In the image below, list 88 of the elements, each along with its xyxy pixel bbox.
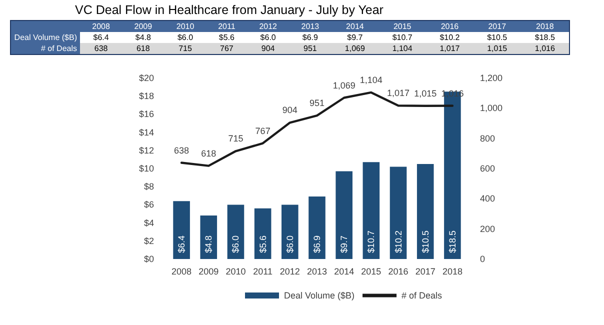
y-tick-label: $16 — [138, 109, 154, 120]
data-label: $6.0 — [284, 235, 295, 253]
x-tick-label: 2013 — [306, 266, 328, 276]
text: 951 — [304, 44, 317, 53]
y2-tick-label: 600 — [480, 164, 496, 174]
y-tick-label: $12 — [138, 145, 154, 156]
data-label: 1,015 — [414, 88, 437, 98]
text: $5.6 — [218, 33, 234, 42]
data-label: $10.2 — [393, 230, 404, 253]
y-tick-label: $6 — [144, 200, 154, 210]
text: 1,069 — [344, 44, 365, 53]
text: 1,015 — [487, 44, 508, 53]
y2-tick-label: 800 — [480, 133, 496, 144]
y-tick-label: $10 — [138, 164, 154, 174]
y-tick-label: $4 — [144, 218, 154, 228]
text: $6.0 — [177, 33, 194, 42]
data-label: $4.8 — [204, 235, 214, 253]
data-label: 618 — [201, 148, 216, 158]
category-label: 2017 — [488, 22, 506, 31]
x-tick-label: 2017 — [415, 266, 436, 276]
text: 767 — [220, 44, 234, 53]
y-tick-label: $14 — [138, 127, 154, 138]
x-tick-label: 2008 — [172, 266, 192, 276]
data-label: 715 — [228, 134, 244, 144]
category-label: 2011 — [218, 22, 236, 31]
category-label: 2015 — [393, 22, 412, 31]
y-tick-label: $8 — [144, 182, 154, 192]
category-label: 2009 — [134, 22, 152, 31]
text: $6.0 — [260, 33, 276, 42]
category-label: 2014 — [346, 22, 364, 31]
data-label: 638 — [174, 145, 190, 156]
text: 904 — [261, 44, 275, 53]
category-label: 2012 — [259, 22, 277, 31]
x-tick-label: 2012 — [280, 266, 300, 276]
legend-label: # of Deals — [402, 290, 443, 300]
data-label: $6.0 — [230, 235, 241, 253]
data-label: $6.4 — [176, 235, 187, 253]
data-label: $5.6 — [258, 235, 268, 253]
data-label: $10.5 — [420, 230, 430, 253]
text: $6.9 — [302, 33, 318, 42]
y-tick-label: $18 — [138, 91, 154, 102]
text: $6.4 — [93, 33, 109, 42]
data-label: 951 — [309, 98, 325, 108]
y-tick-label: $20 — [138, 73, 154, 83]
x-tick-label: 2014 — [334, 266, 354, 276]
text: # of Deals — [40, 44, 77, 53]
category-label: 2010 — [176, 22, 194, 31]
text: 618 — [136, 44, 150, 53]
data-label: $9.7 — [339, 235, 350, 253]
data-label: 767 — [255, 126, 270, 136]
text: 1,017 — [440, 44, 460, 53]
text: $10.2 — [440, 33, 460, 42]
x-tick-label: 2016 — [388, 266, 408, 276]
text: $10.5 — [487, 33, 508, 42]
y2-tick-label: 400 — [480, 194, 496, 204]
text: $10.7 — [392, 33, 412, 42]
x-tick-label: 2015 — [361, 266, 382, 276]
y2-tick-label: 200 — [480, 224, 496, 234]
category-label: 2013 — [301, 22, 320, 31]
y-tick-label: $0 — [144, 254, 154, 264]
text: 1,016 — [534, 44, 555, 53]
data-label: $10.7 — [366, 230, 376, 253]
chart-title: VC Deal Flow in Healthcare from January - July by Year — [75, 3, 384, 17]
text: $4.8 — [135, 33, 151, 42]
y2-tick-label: 1,000 — [480, 103, 503, 114]
x-tick-label: 2009 — [198, 266, 219, 276]
text: Deal Volume ($B) — [14, 33, 77, 42]
y-tick-label: $2 — [144, 236, 154, 246]
x-tick-label: 2011 — [253, 266, 272, 276]
y2-tick-label: 1,200 — [480, 73, 503, 83]
text: $9.7 — [347, 33, 363, 42]
y2-tick-label: 0 — [480, 254, 486, 264]
text: 715 — [178, 44, 192, 53]
category-label: 2008 — [92, 22, 110, 31]
x-tick-label: 2018 — [442, 266, 462, 276]
category-label: 2018 — [536, 22, 554, 31]
text: $18.5 — [534, 33, 555, 42]
text: 638 — [94, 44, 108, 53]
data-label: $18.5 — [447, 230, 458, 253]
data-label: 1,017 — [387, 88, 410, 98]
data-label: 1,104 — [360, 74, 382, 85]
text: 1,104 — [392, 44, 412, 53]
data-label: $6.9 — [312, 235, 322, 253]
data-label: 1,069 — [332, 80, 356, 90]
x-tick-label: 2010 — [226, 266, 246, 276]
category-label: 2016 — [440, 22, 459, 31]
data-label: 904 — [282, 105, 298, 116]
legend-label: Deal Volume ($B) — [284, 290, 355, 300]
